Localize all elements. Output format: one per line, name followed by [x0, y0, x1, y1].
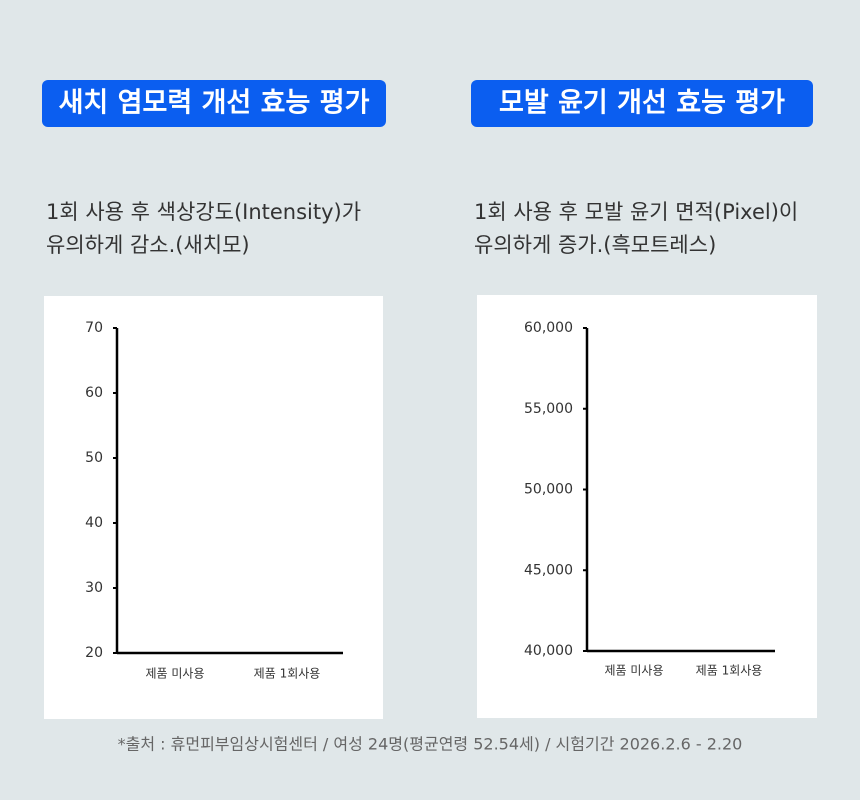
x-tick-label: 제품 1회사용: [696, 664, 763, 678]
chart-title: 새치 염모력 개선 효능 평가: [59, 88, 370, 119]
y-tick-label: 50,000: [524, 482, 573, 498]
y-tick-label: 40,000: [524, 643, 573, 659]
y-tick-label: 40: [85, 515, 103, 531]
y-tick-label: 60,000: [524, 320, 573, 336]
x-tick-label: 제품 미사용: [145, 667, 204, 681]
x-tick-label: 제품 미사용: [604, 664, 663, 678]
chart-subtitle: 1회 사용 후 색상강도(Intensity)가: [46, 200, 361, 224]
y-tick-label: 70: [85, 320, 103, 336]
y-tick-label: 60: [85, 385, 103, 401]
x-tick-label: 제품 1회사용: [254, 667, 321, 681]
chart-panel: [44, 296, 383, 719]
chart-subtitle: 유의하게 감소.(새치모): [46, 233, 250, 257]
y-tick-label: 50: [85, 450, 103, 466]
y-tick-label: 55,000: [524, 401, 573, 417]
footnote: *출처 : 휴먼피부임상시험센터 / 여성 24명(평균연령 52.54세) /…: [118, 735, 743, 754]
title-badge: [471, 80, 813, 127]
chart-subtitle: 1회 사용 후 모발 윤기 면적(Pixel)이: [474, 200, 798, 224]
chart-subtitle: 유의하게 증가.(흑모트레스): [474, 233, 716, 257]
title-badge: [42, 80, 386, 127]
chart-title: 모발 윤기 개선 효능 평가: [499, 88, 785, 119]
chart-panel: [477, 295, 817, 718]
y-tick-label: 45,000: [524, 562, 573, 578]
y-tick-label: 30: [85, 580, 103, 596]
y-tick-label: 20: [85, 645, 103, 661]
